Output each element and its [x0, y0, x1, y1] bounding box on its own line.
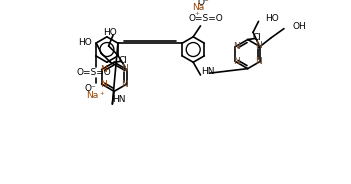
Text: HN: HN: [201, 67, 214, 76]
Text: HO: HO: [79, 38, 92, 47]
Text: N: N: [233, 57, 240, 66]
Text: N: N: [121, 79, 128, 89]
Text: O⁻: O⁻: [85, 84, 96, 93]
Text: OH: OH: [292, 22, 306, 31]
Text: N: N: [255, 41, 262, 50]
Text: HO: HO: [265, 14, 279, 23]
Text: N: N: [255, 57, 262, 66]
Text: O=S=O: O=S=O: [77, 68, 112, 77]
Text: ⁺: ⁺: [99, 91, 104, 100]
Text: Cl: Cl: [252, 33, 261, 42]
Text: HN: HN: [112, 95, 125, 104]
Text: HO: HO: [104, 28, 117, 37]
Text: O⁻: O⁻: [197, 0, 209, 7]
Text: Cl: Cl: [119, 56, 128, 65]
Text: N: N: [121, 64, 128, 73]
Text: O=S=O: O=S=O: [188, 14, 223, 23]
Text: Na: Na: [192, 3, 204, 12]
Text: Na: Na: [86, 91, 98, 100]
Text: N: N: [100, 65, 107, 74]
Text: N: N: [233, 42, 240, 51]
Text: ⁺: ⁺: [194, 10, 199, 20]
Text: N: N: [100, 79, 107, 89]
